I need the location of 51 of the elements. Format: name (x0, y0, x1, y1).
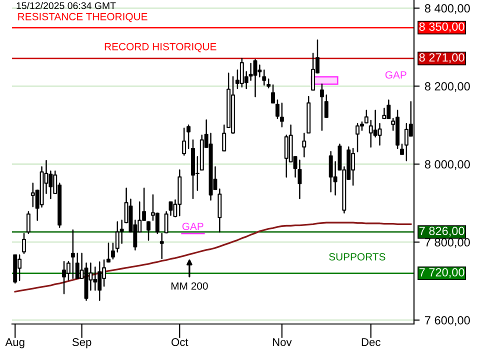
candlestick (253, 58, 258, 98)
annotation: GAP (182, 222, 204, 230)
candlestick (311, 52, 316, 91)
y-tick-label: 8 400,00 (424, 4, 470, 14)
candlestick (258, 64, 262, 78)
candlestick (298, 160, 302, 200)
y-tick-label: 7 600,00 (425, 316, 470, 326)
candlestick (182, 128, 186, 156)
x-tick-label: Aug (5, 338, 24, 348)
ref-line-label: 7 720,00 (419, 268, 464, 278)
candlestick (373, 110, 378, 138)
candlestick (222, 124, 226, 152)
candlestick (146, 221, 150, 241)
x-tick-label: Nov (272, 338, 292, 346)
annotation: RECORD HISTORIQUE (104, 42, 216, 52)
line-series (14, 222, 412, 292)
x-tick-label: Sep (72, 338, 92, 348)
candlestick (106, 242, 110, 263)
candlestick (110, 242, 115, 260)
annotation: MM 200 (171, 282, 208, 290)
annotation: RESISTANCE THEORIQUE (18, 12, 148, 22)
ref-line-label: 8 271,00 (419, 53, 464, 64)
candlestick (26, 211, 30, 234)
annotation: 15/12/2025 06:34 GMT (16, 2, 116, 10)
candlestick (320, 84, 324, 131)
ref-line-label: 8 350,00 (419, 22, 464, 32)
candlestick (62, 260, 66, 294)
candlestick (378, 122, 382, 146)
candlestick (160, 232, 164, 260)
candlestick (271, 84, 276, 104)
candlestick (22, 232, 26, 254)
candlestick (218, 188, 222, 233)
band-label: GAP (385, 71, 406, 79)
candlestick (276, 100, 280, 120)
candlestick (155, 212, 160, 234)
candlestick (186, 124, 191, 150)
x-tick-label: Dec (362, 338, 380, 346)
annotation: SUPPORTS (329, 253, 386, 261)
x-tick-label: Oct (172, 338, 188, 346)
ref-line-label: 7 826,00 (419, 226, 464, 237)
candlestick (324, 94, 328, 118)
candlestick (382, 108, 386, 120)
candlestick (248, 62, 253, 81)
candlestick (400, 144, 404, 155)
y-tick-label: 8 000,00 (424, 160, 470, 170)
candlestick (360, 121, 364, 131)
candlestick (70, 229, 75, 279)
candlestick (164, 211, 168, 234)
candlestick (115, 221, 120, 252)
candlestick (280, 102, 284, 128)
y-tick-label: 8 200,00 (424, 82, 470, 92)
